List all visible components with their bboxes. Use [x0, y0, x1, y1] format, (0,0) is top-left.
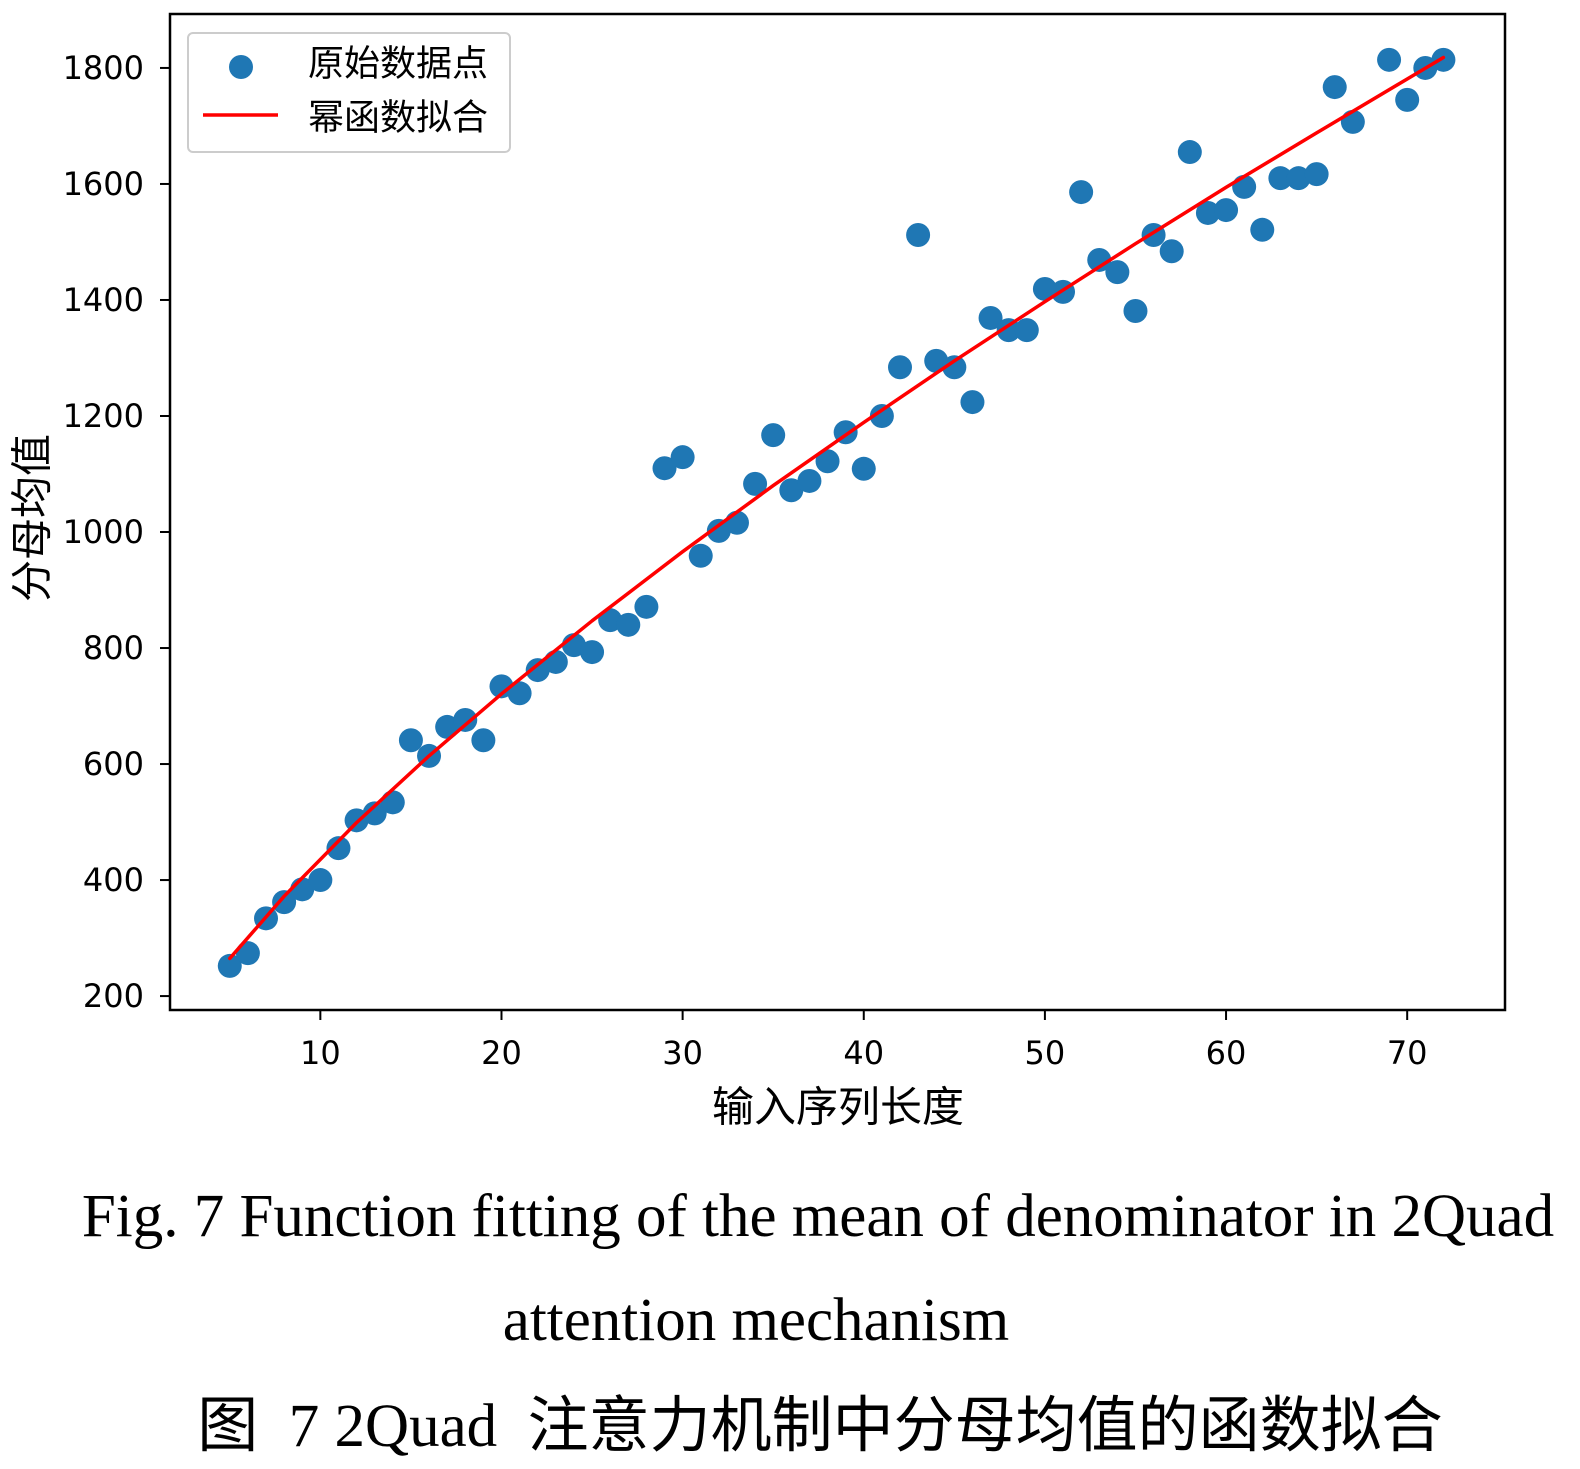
data-point	[1395, 87, 1420, 112]
data-point	[942, 355, 967, 380]
data-point	[779, 478, 804, 503]
data-point	[598, 608, 623, 633]
axes-background	[170, 14, 1505, 1010]
data-point	[960, 390, 985, 415]
data-point	[1304, 162, 1329, 187]
data-point	[724, 510, 749, 535]
y-tick-label: 1200	[63, 397, 144, 435]
fit-line	[228, 55, 1446, 961]
data-point	[217, 953, 242, 978]
data-point	[1123, 299, 1148, 324]
y-tick-label: 600	[83, 745, 144, 783]
data-point	[706, 518, 731, 543]
data-point	[869, 403, 894, 428]
data-point	[1159, 239, 1184, 264]
caption-en-line-1: Fig. 7 Function fitting of the mean of d…	[82, 1183, 1554, 1250]
data-point	[851, 456, 876, 481]
data-point	[797, 468, 822, 493]
data-point	[688, 543, 713, 568]
data-point	[272, 890, 297, 915]
y-tick-label: 1400	[63, 281, 144, 319]
x-axis: 10 20 30 40 50 60 70	[300, 1010, 1428, 1072]
legend: 原始数据点 幂函数拟合	[187, 32, 511, 153]
data-point	[1105, 260, 1130, 285]
data-point	[1286, 166, 1311, 191]
data-point	[906, 223, 931, 248]
data-point	[670, 445, 695, 470]
data-point	[435, 714, 460, 739]
data-point	[1069, 180, 1094, 205]
caption-zh: 图 7 2Quad 注意力机制中分母均值的函数拟合	[197, 1393, 1442, 1460]
data-point	[1177, 140, 1202, 165]
y-axis: 200 400 600 800 1000 1200 1400 1600 1800	[63, 49, 170, 1015]
data-point	[616, 612, 641, 637]
data-point	[887, 355, 912, 380]
y-axis-label: 分母均值	[8, 434, 57, 602]
data-point	[1377, 47, 1402, 72]
x-tick-label: 50	[1025, 1034, 1066, 1072]
data-point	[1032, 276, 1057, 301]
scatter-series	[217, 47, 1456, 978]
y-tick-label: 1600	[63, 165, 144, 203]
plot-area	[168, 12, 1507, 1012]
legend-marker-scatter	[229, 55, 253, 79]
y-tick-label: 400	[83, 861, 144, 899]
data-point	[489, 674, 514, 699]
data-point	[543, 649, 568, 674]
data-point	[1195, 200, 1220, 225]
data-point	[1214, 198, 1239, 223]
data-point	[815, 449, 840, 474]
data-point	[525, 658, 550, 683]
y-tick-label: 800	[83, 629, 144, 667]
legend-box	[187, 32, 511, 153]
data-point	[380, 790, 405, 815]
legend-label-scatter: 原始数据点	[308, 44, 488, 85]
x-axis-label: 输入序列长度	[712, 1083, 964, 1132]
data-point	[398, 728, 423, 753]
x-tick-label: 30	[662, 1034, 703, 1072]
x-tick-label: 10	[300, 1034, 341, 1072]
y-tick-label: 200	[83, 977, 144, 1015]
data-point	[362, 801, 387, 826]
x-tick-label: 20	[481, 1034, 522, 1072]
y-tick-label: 1800	[63, 49, 144, 87]
data-point	[507, 681, 532, 706]
data-point	[1340, 109, 1365, 134]
data-point	[1250, 217, 1275, 242]
data-point	[580, 640, 605, 665]
data-point	[652, 456, 677, 481]
axes-frame	[168, 12, 1507, 1012]
y-tick-label: 1000	[63, 513, 144, 551]
data-point	[308, 868, 333, 893]
data-point	[1087, 247, 1112, 272]
caption-en-line-2: attention mechanism	[503, 1287, 1010, 1354]
data-point	[326, 836, 351, 861]
data-point	[471, 728, 496, 753]
data-point	[996, 318, 1021, 343]
data-point	[1322, 75, 1347, 100]
data-point	[453, 707, 478, 732]
data-point	[924, 348, 949, 373]
x-tick-label: 70	[1387, 1034, 1428, 1072]
data-point	[1014, 318, 1039, 343]
legend-label-fit: 幂函数拟合	[308, 98, 488, 139]
x-tick-label: 40	[843, 1034, 884, 1072]
data-point	[634, 594, 659, 619]
data-point	[1268, 166, 1293, 191]
data-point	[1431, 47, 1456, 72]
x-tick-label: 60	[1206, 1034, 1247, 1072]
data-point	[978, 305, 1003, 330]
data-point	[743, 471, 768, 496]
data-point	[761, 423, 786, 448]
